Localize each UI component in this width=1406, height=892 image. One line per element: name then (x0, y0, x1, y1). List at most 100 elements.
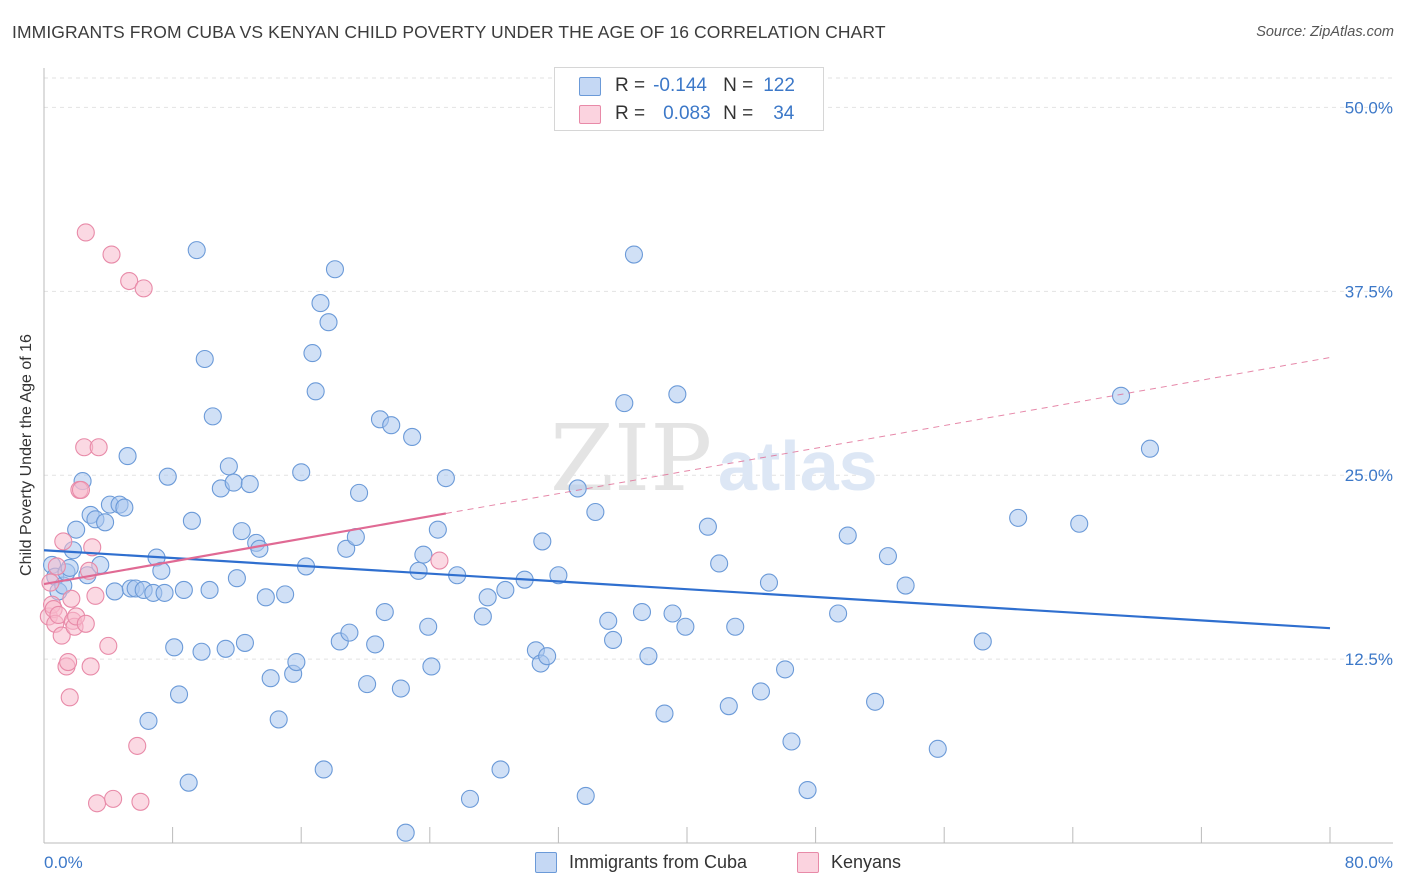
cuba-point (428, 520, 447, 539)
cuba-point (350, 483, 369, 502)
cuba-point (491, 760, 510, 779)
cuba-point (414, 545, 433, 564)
cuba-point (105, 582, 124, 601)
cuba-point (232, 522, 251, 541)
cuba-point (782, 732, 801, 751)
stats-r-value: 0.083 (663, 103, 711, 124)
legend-swatch-kenya (797, 852, 819, 873)
cuba-points (42, 241, 1160, 842)
cuba-point (624, 245, 644, 264)
cuba-point (235, 633, 254, 652)
cuba-point (340, 623, 359, 642)
watermark-atlas: atlas (718, 427, 878, 505)
cuba-point (155, 583, 174, 602)
cuba-point (319, 313, 338, 332)
cuba-point (67, 520, 86, 539)
cuba-point (496, 580, 515, 600)
cuba-point (165, 638, 184, 657)
kenya-trend-extension (445, 357, 1331, 514)
kenya-point (102, 245, 121, 264)
cuba-point (776, 660, 795, 679)
cuba-point (227, 569, 246, 588)
cuba-point (1111, 386, 1131, 405)
cuba-point (256, 588, 275, 607)
cuba-point (478, 588, 497, 607)
cuba-point (179, 773, 198, 792)
cuba-point (726, 617, 745, 636)
cuba-point (115, 498, 134, 517)
cuba-point (928, 739, 947, 758)
cuba-point (382, 416, 401, 435)
kenya-point (47, 557, 66, 576)
cuba-point (292, 463, 311, 482)
kenya-point (81, 657, 100, 676)
cuba-point (422, 657, 441, 676)
stats-r-label: R = (615, 75, 646, 96)
cuba-point (192, 642, 211, 661)
cuba-point (1140, 439, 1160, 458)
y-tick-label: 50.0% (1345, 98, 1393, 117)
cuba-point (473, 607, 492, 626)
trend-lines (43, 357, 1331, 630)
stats-n-value: 34 (773, 103, 795, 124)
kenya-point (76, 614, 95, 633)
stats-row-kenya: R = 0.083 N = 34 (579, 101, 794, 127)
cuba-point (358, 675, 377, 694)
chart-title: IMMIGRANTS FROM CUBA VS KENYAN CHILD POV… (12, 22, 886, 42)
cuba-point (1009, 508, 1028, 527)
stats-swatch-kenya (579, 104, 601, 124)
cuba-point (306, 382, 325, 401)
legend: Immigrants from Cuba Kenyans (0, 852, 1406, 878)
cuba-point (759, 573, 779, 592)
cuba-point (174, 580, 193, 600)
cuba-point (586, 502, 605, 522)
cuba-point (668, 385, 687, 404)
cuba-point (203, 407, 222, 426)
cuba-point (219, 457, 238, 476)
cuba-point (403, 427, 422, 447)
cuba-point (187, 241, 206, 260)
cuba-point (216, 639, 235, 658)
stats-box: R = -0.144 N = 122 R = 0.083 N = 34 (554, 67, 824, 131)
cuba-point (663, 604, 682, 623)
cuba-point (158, 467, 177, 486)
cuba-point (200, 580, 219, 600)
x-tick-label-min: 0.0% (44, 853, 83, 872)
kenya-point (83, 538, 102, 557)
cuba-point (250, 539, 269, 558)
cuba-point (1070, 514, 1089, 533)
cuba-point (719, 697, 738, 716)
y-tick-label: 37.5% (1345, 282, 1393, 301)
cuba-point (604, 630, 623, 650)
kenya-point (131, 792, 150, 811)
cuba-point (533, 532, 552, 551)
cuba-point (576, 786, 595, 805)
cuba-point (152, 561, 171, 580)
kenya-point (87, 794, 107, 813)
cuba-point (261, 669, 280, 688)
cuba-point (391, 679, 410, 698)
stats-n-label: N = (723, 103, 754, 124)
source-label: Source: ZipAtlas.com (1256, 24, 1394, 40)
cuba-point (460, 789, 480, 808)
kenya-point (62, 589, 81, 608)
stats-r-value: -0.144 (653, 75, 707, 96)
cuba-point (139, 711, 158, 730)
kenya-point (430, 551, 449, 570)
y-tick-label: 12.5% (1345, 650, 1393, 669)
cuba-point (303, 344, 322, 363)
legend-item-cuba[interactable]: Immigrants from Cuba (535, 852, 747, 873)
cuba-point (409, 561, 428, 580)
cuba-point (276, 585, 295, 604)
cuba-point (710, 554, 729, 573)
kenya-point (52, 626, 71, 645)
cuba-point (366, 635, 385, 654)
cuba-point (655, 704, 674, 723)
legend-label-cuba: Immigrants from Cuba (569, 852, 748, 872)
cuba-point (632, 602, 652, 622)
watermark: ZIP atlas (550, 405, 878, 512)
y-tick-labels: 12.5% 25.0% 37.5% 50.0% (1345, 98, 1393, 669)
legend-item-kenya[interactable]: Kenyans (797, 852, 901, 873)
stats-r-label: R = (615, 103, 646, 124)
kenya-point (89, 438, 108, 457)
